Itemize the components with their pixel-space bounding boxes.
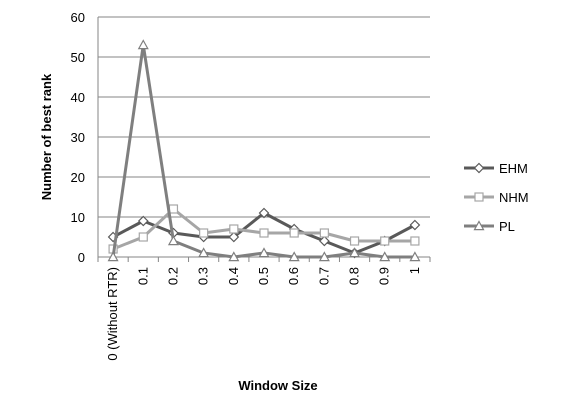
data-point-ehm [319, 235, 330, 247]
series-group [107, 39, 421, 262]
x-tick-label: 0.8 [347, 267, 362, 285]
data-point-pl [409, 251, 421, 262]
series-pl [107, 39, 421, 262]
data-point-pl [167, 235, 179, 246]
x-tick-label: 0.3 [196, 267, 211, 285]
data-point-pl [137, 39, 149, 50]
x-axis-title: Window Size [238, 378, 317, 393]
y-tick-label: 0 [78, 250, 85, 265]
data-point-pl [349, 247, 361, 258]
data-point-nhm [199, 228, 209, 238]
legend: EHM NHM PL [464, 161, 529, 234]
data-point-nhm [229, 224, 239, 234]
data-point-nhm [138, 232, 148, 242]
legend-item-pl: PL [464, 219, 515, 234]
legend-label: NHM [499, 190, 529, 205]
data-point-pl [258, 247, 270, 258]
x-tick-label: 0.1 [135, 267, 150, 285]
y-tick-label: 30 [71, 130, 85, 145]
legend-marker [474, 192, 484, 202]
data-point-nhm [289, 228, 299, 238]
data-point-pl [107, 251, 119, 262]
y-tick-label: 20 [71, 170, 85, 185]
data-point-pl [288, 251, 300, 262]
series-line-pl [111, 43, 415, 259]
data-point-nhm [259, 228, 269, 238]
x-tick-label: 0.7 [316, 267, 331, 285]
data-point-nhm [349, 236, 360, 246]
y-tick-label: 10 [71, 210, 85, 225]
legend-label: PL [499, 219, 515, 234]
legend-marker [473, 220, 485, 231]
x-tick-label: 0.4 [226, 267, 241, 285]
data-point-ehm [137, 215, 149, 227]
data-point-pl [198, 247, 210, 258]
x-tick-label: 0.9 [377, 267, 392, 285]
x-tick-label: 0.6 [286, 267, 301, 285]
data-point-ehm [228, 231, 240, 243]
legend-item-ehm: EHM [464, 161, 528, 176]
legend-marker [473, 162, 485, 174]
x-tick-label: 0.2 [165, 267, 180, 285]
data-point-nhm [410, 236, 420, 246]
tick-labels: 0 10 20 30 40 50 60 0 (Without RTR) 0.1 0.2 0.3 0.4… [71, 10, 422, 361]
series-nhm [108, 204, 420, 254]
legend-label: EHM [499, 161, 528, 176]
x-tick-label: 0.5 [256, 267, 271, 285]
x-tick-label: 0 (Without RTR) [105, 267, 120, 361]
y-tick-label: 40 [71, 90, 85, 105]
x-tick-label: 1 [407, 267, 422, 274]
y-tick-label: 60 [71, 10, 85, 25]
data-point-pl [318, 251, 330, 262]
axes [97, 17, 431, 262]
legend-item-nhm: NHM [464, 190, 529, 205]
gridlines [98, 16, 430, 218]
y-axis-title: Number of best rank [39, 73, 54, 200]
data-point-nhm [380, 236, 390, 246]
data-point-nhm [319, 228, 329, 238]
data-point-pl [379, 251, 391, 262]
data-point-ehm [258, 207, 270, 219]
data-point-ehm [409, 219, 421, 231]
data-point-nhm [168, 204, 179, 214]
y-tick-label: 50 [71, 50, 85, 65]
data-point-pl [228, 251, 240, 262]
